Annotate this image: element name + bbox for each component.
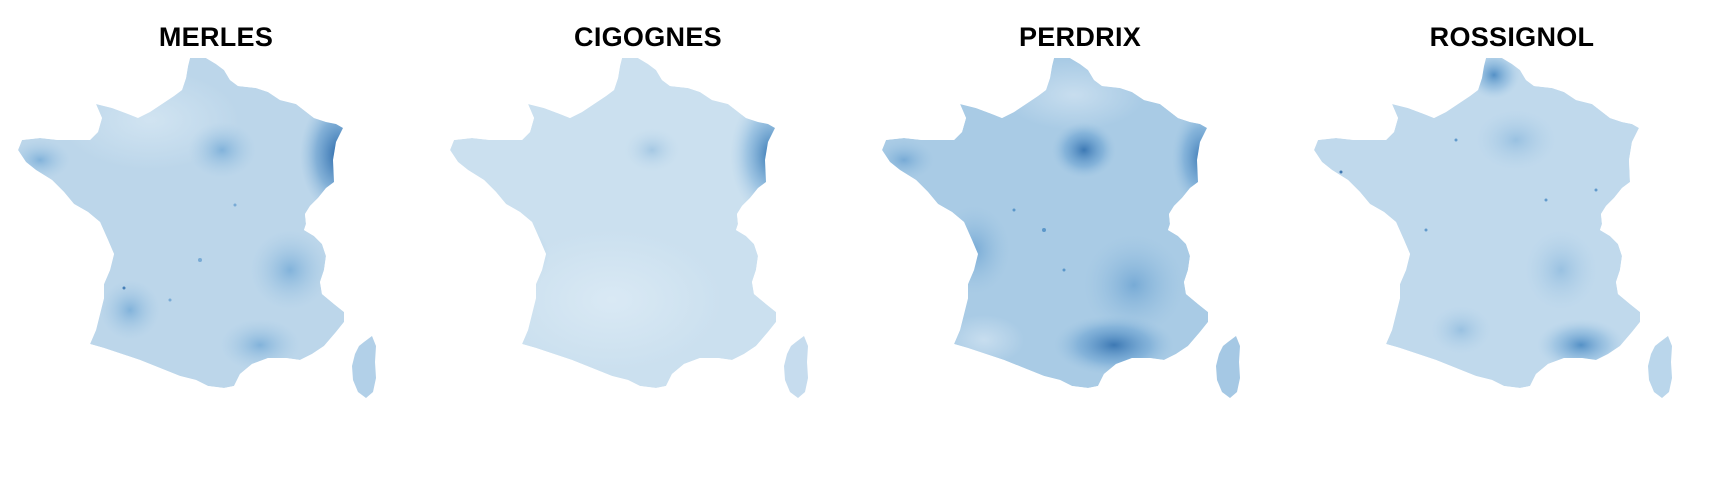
lyon-hotspot bbox=[250, 230, 330, 310]
map-title: CIGOGNES bbox=[574, 22, 722, 52]
corsica bbox=[1216, 336, 1240, 398]
alsace-hotspot bbox=[730, 91, 776, 219]
nord-hotspot bbox=[1468, 58, 1520, 99]
brittany-hotspot bbox=[18, 140, 70, 180]
west-coast-hotspot bbox=[938, 206, 1010, 294]
map-panel-cigognes: CIGOGNES bbox=[432, 0, 864, 480]
map-title: PERDRIX bbox=[1018, 22, 1142, 52]
corsica bbox=[784, 336, 808, 398]
map-panel-rossignol: ROSSIGNOL bbox=[1296, 0, 1728, 480]
map-title: ROSSIGNOL bbox=[1429, 22, 1595, 52]
corsica bbox=[1648, 336, 1672, 398]
provence-hotspot bbox=[1537, 319, 1625, 371]
toulouse-hotspot bbox=[1431, 306, 1491, 354]
map-panel-merles: MERLES bbox=[0, 0, 432, 480]
paris-hotspot bbox=[188, 122, 256, 178]
light-area bbox=[502, 230, 722, 370]
france-map bbox=[882, 58, 1240, 398]
map-panel-perdrix: PERDRIX bbox=[864, 0, 1296, 480]
alsace-hotspot bbox=[300, 95, 344, 215]
bordeaux-hotspot bbox=[100, 280, 160, 340]
corsica bbox=[352, 336, 376, 398]
toulouse-hotspot bbox=[220, 319, 300, 371]
paris-hotspot bbox=[624, 128, 680, 172]
rhone-valley-hotspot bbox=[1084, 235, 1184, 335]
map-title: MERLES bbox=[158, 22, 274, 52]
alsace-hotspot bbox=[1172, 108, 1208, 208]
rhone-valley-hotspot bbox=[1525, 230, 1597, 310]
paris-hotspot bbox=[1052, 122, 1116, 178]
france-map bbox=[450, 58, 808, 398]
france-map bbox=[1314, 58, 1672, 398]
france-map bbox=[18, 58, 376, 398]
light-area bbox=[1004, 60, 1144, 130]
paris-hotspot bbox=[1476, 110, 1556, 170]
brittany-hotspot bbox=[882, 140, 934, 180]
mediterranean-coast-hotspot bbox=[1054, 315, 1174, 375]
charente-coast-hotspot bbox=[506, 229, 550, 281]
light-area bbox=[944, 315, 1024, 365]
